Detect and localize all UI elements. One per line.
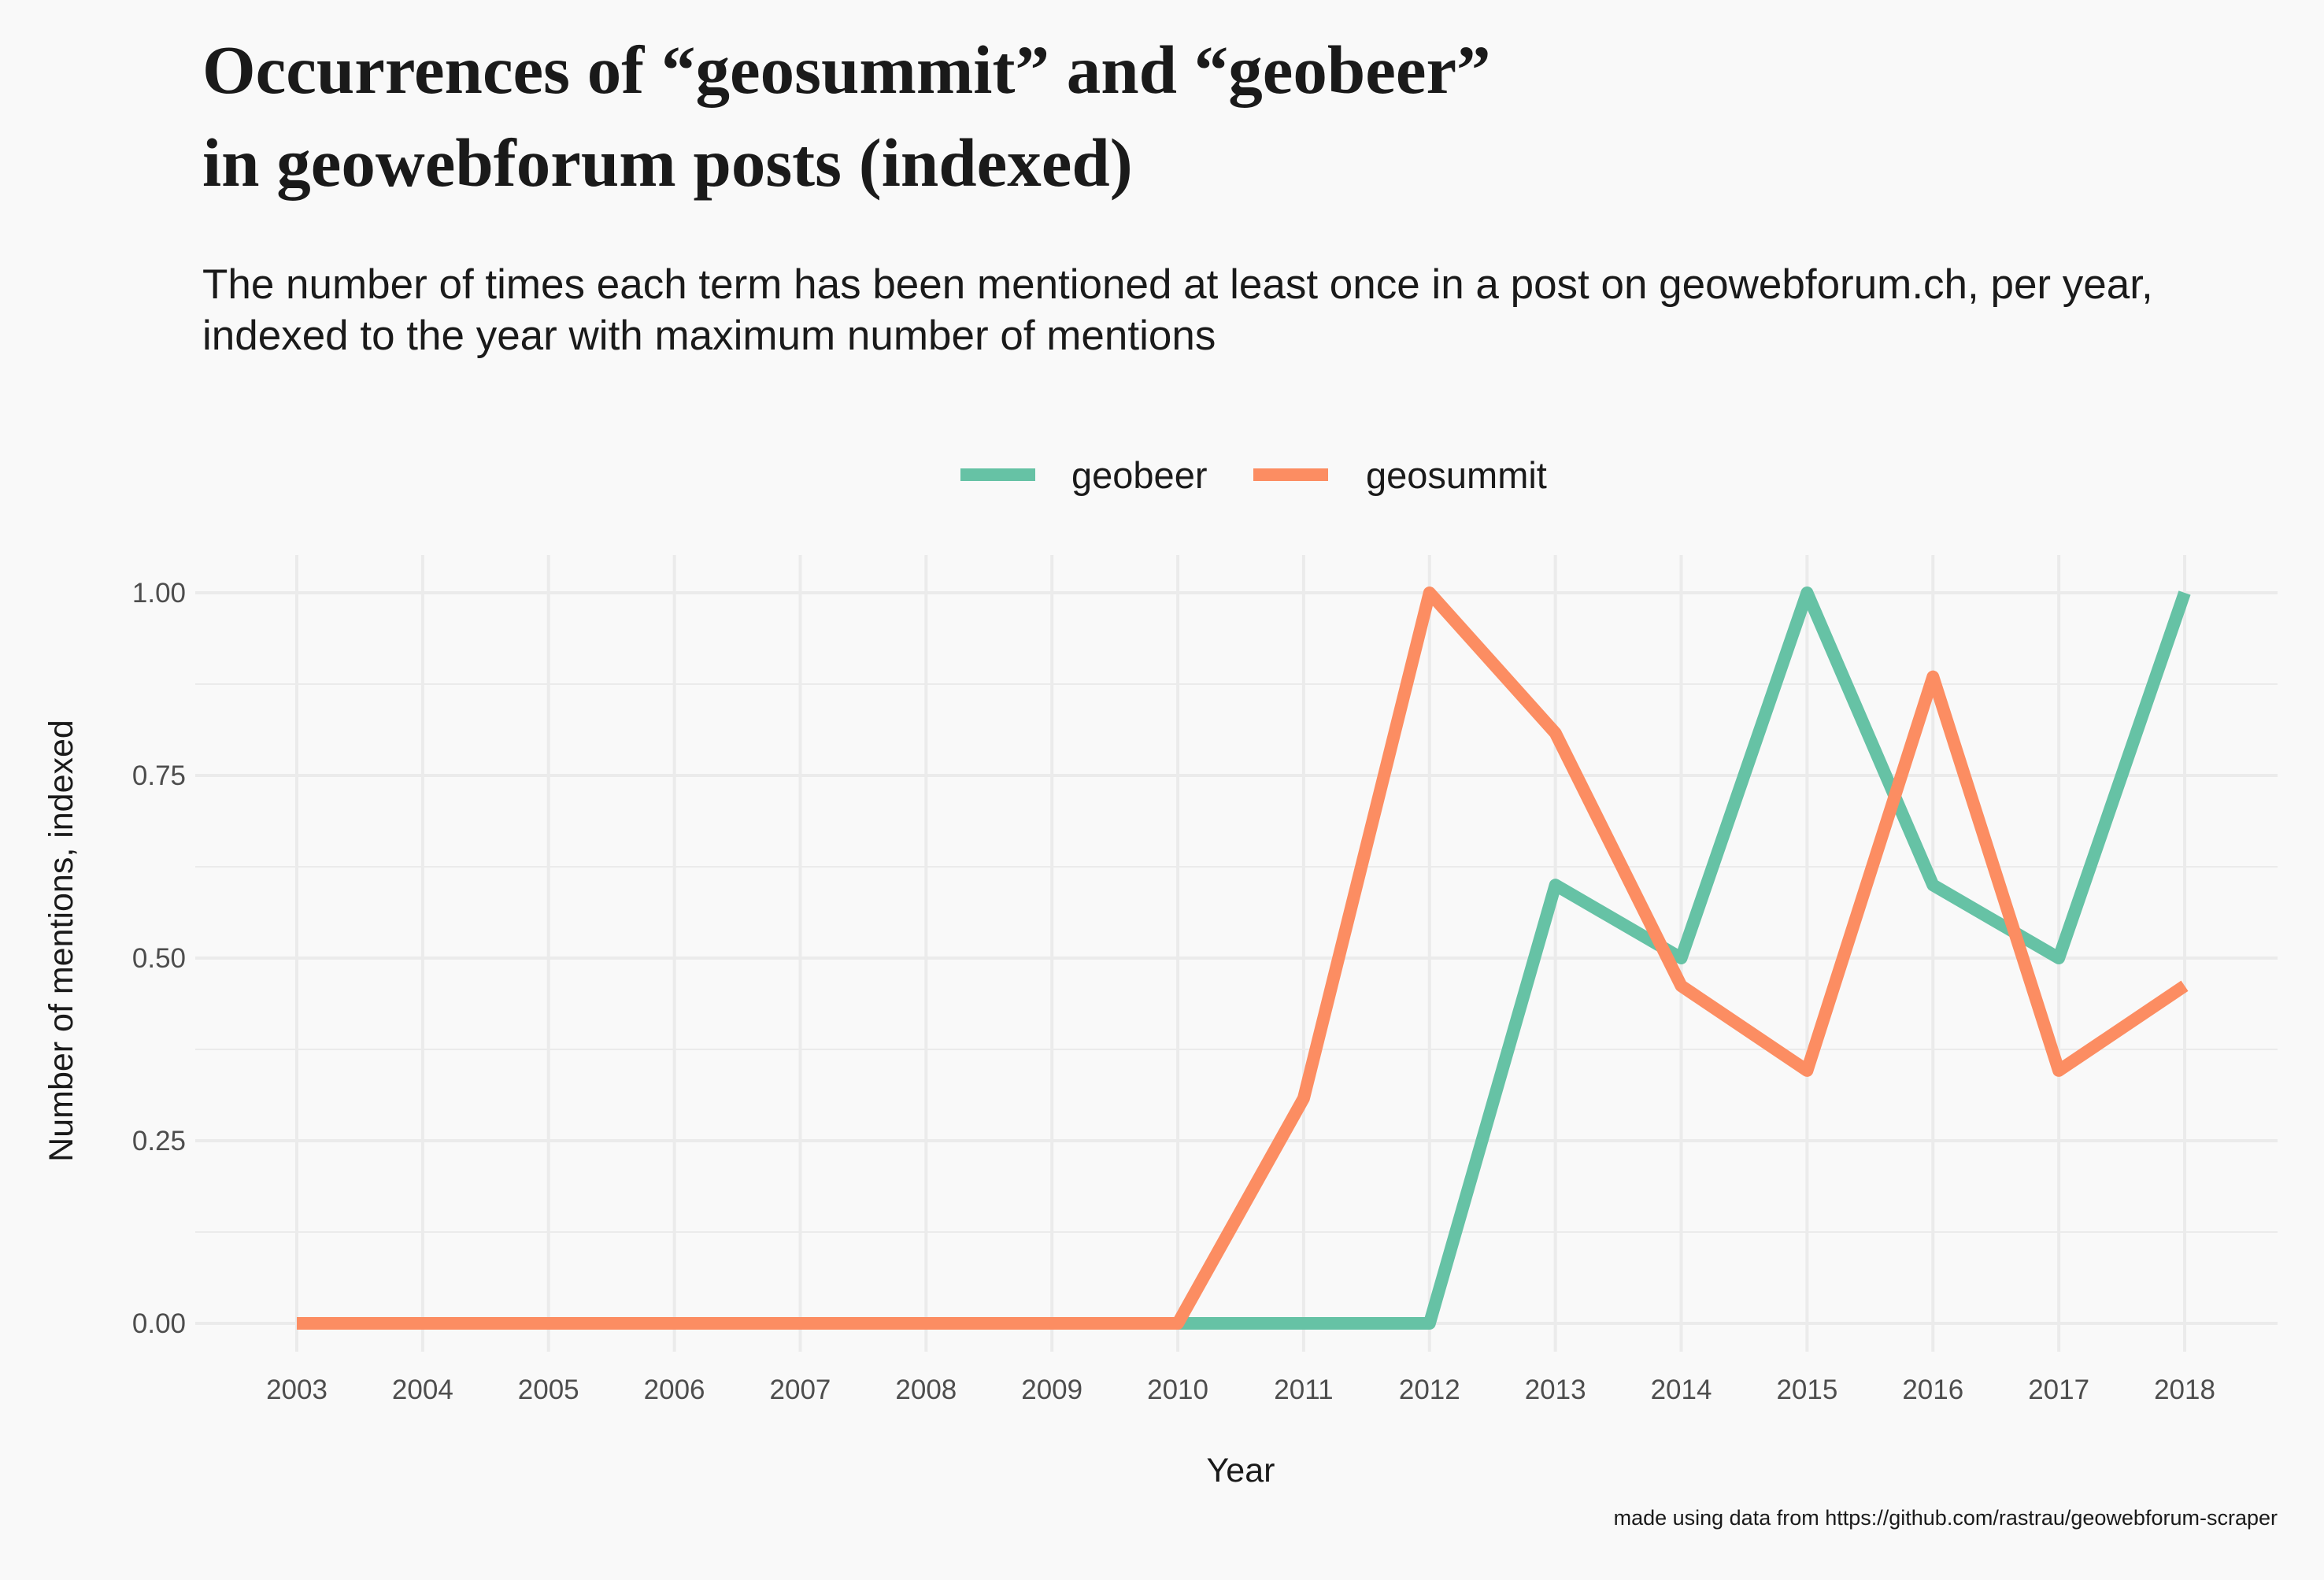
x-axis-ticks: 2003 2004 2005 2006 2007 2008 2009 2010 2011 2012… (266, 1375, 2215, 1405)
x-tick-label: 2012 (1399, 1375, 1460, 1405)
x-tick-label: 2015 (1776, 1375, 1837, 1405)
series-lines (297, 586, 2191, 1330)
x-axis-title: Year (1207, 1452, 1275, 1489)
x-tick-label: 2005 (518, 1375, 579, 1405)
chart-subtitle-line-2: indexed to the year with maximum number … (202, 313, 1216, 359)
y-tick-label: 0.75 (132, 760, 186, 791)
legend: geobeer geosummit (960, 454, 1547, 496)
chart-caption: made using data from https://github.com/… (1614, 1506, 2278, 1530)
legend-label-geosummit: geosummit (1366, 454, 1547, 496)
x-tick-label: 2006 (644, 1375, 705, 1405)
y-axis-ticks: 0.00 0.25 0.50 0.75 1.00 (132, 578, 186, 1339)
x-tick-label: 2003 (266, 1375, 328, 1405)
x-tick-label: 2016 (1902, 1375, 1963, 1405)
y-tick-label: 0.50 (132, 943, 186, 974)
x-tick-label: 2009 (1021, 1375, 1082, 1405)
series-line-geosummit (297, 586, 2189, 1330)
y-axis-title: Number of mentions, indexed (43, 720, 80, 1162)
legend-label-geobeer: geobeer (1071, 454, 1208, 496)
y-tick-label: 0.25 (132, 1126, 186, 1156)
x-tick-label: 2014 (1651, 1375, 1712, 1405)
y-tick-label: 1.00 (132, 578, 186, 609)
x-tick-label: 2010 (1147, 1375, 1208, 1405)
x-tick-label: 2004 (392, 1375, 453, 1405)
x-tick-label: 2007 (770, 1375, 831, 1405)
chart-title-line-1: Occurrences of “geosummit” and “geobeer” (202, 31, 1491, 108)
x-tick-label: 2008 (895, 1375, 957, 1405)
x-tick-label: 2018 (2154, 1375, 2215, 1405)
x-tick-label: 2017 (2028, 1375, 2089, 1405)
chart-subtitle-line-1: The number of times each term has been m… (202, 261, 2153, 308)
x-tick-label: 2013 (1525, 1375, 1586, 1405)
chart-title-line-2: in geowebforum posts (indexed) (202, 124, 1133, 201)
x-tick-label: 2011 (1274, 1375, 1333, 1405)
y-tick-label: 0.00 (132, 1308, 186, 1339)
